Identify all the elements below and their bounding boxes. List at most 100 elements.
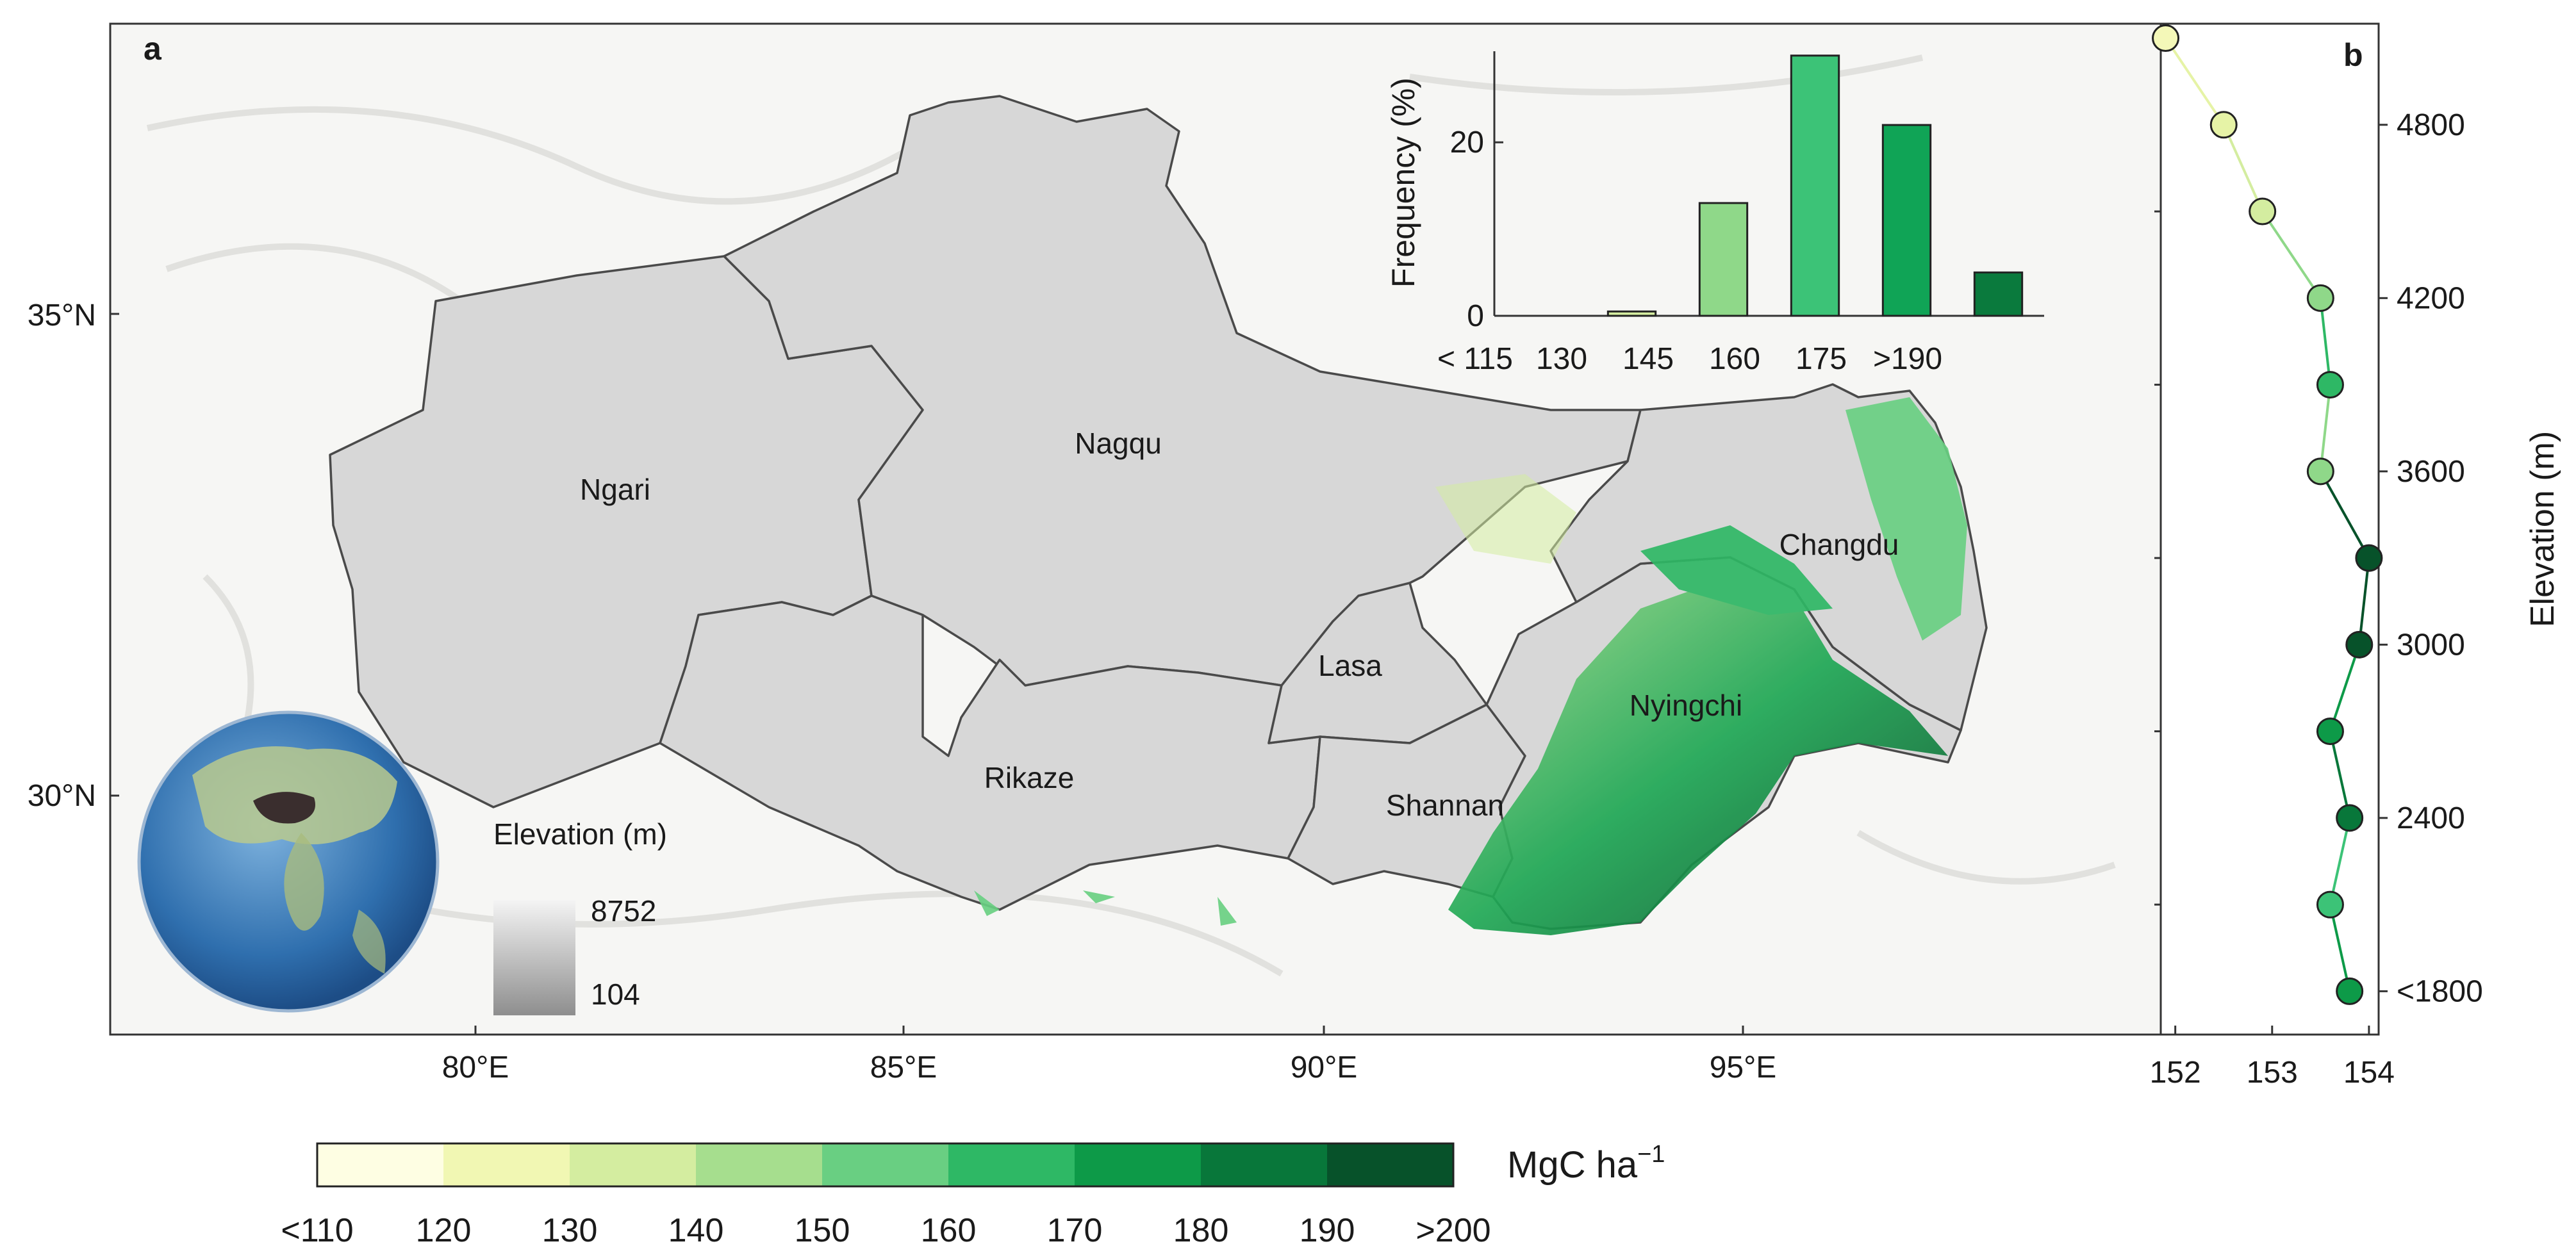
profile-point [2316,371,2344,399]
profile-y-tick-label: 3000 [2397,628,2465,662]
region-label-shannan: Shannan [1386,789,1504,822]
region-label-rikaze: Rikaze [984,761,1075,794]
profile-point [2209,111,2238,139]
panel-b-label: b [2343,37,2363,73]
panel-a-label: a [144,31,162,67]
profile-point [2316,717,2344,746]
profile-line-segment [2319,384,2332,472]
profile-y-tick-label: 4800 [2397,108,2465,142]
profile-frame [2159,22,2380,1036]
map-axis-ticks [110,313,1744,1035]
hist-bar [1790,54,1840,317]
lon-tick-label: 80°E [442,1051,509,1085]
colorbar-swatch [1075,1143,1201,1186]
colorbar-tick-label: 160 [921,1212,977,1249]
lat-tick-label: 30°N [28,779,96,813]
profile-point [2336,804,2364,832]
colorbar-swatch [696,1143,822,1186]
region-label-ngari: Ngari [580,473,650,506]
profile-line-segment [2164,37,2225,126]
profile-y-tick-label: 3600 [2397,455,2465,489]
hist-x-tick-label: < 115 [1437,342,1513,376]
hist-x-tick-label: 175 [1796,342,1847,376]
colorbar-tick-label: 120 [416,1212,472,1249]
colorbar-tick-label: <110 [281,1212,353,1249]
profile-line-segment [2261,210,2322,299]
profile-line-segment [2222,124,2264,212]
hist-bar [1698,202,1749,317]
profile-point [2152,24,2180,53]
profile-y-tick-label: 2400 [2397,801,2465,835]
region-label-nagqu: Nagqu [1075,427,1162,460]
hist-x-tick-label: >190 [1873,342,1942,376]
lon-tick-label: 85°E [870,1051,937,1085]
colorbar-outline [316,1142,1455,1188]
hist-bar [1606,310,1657,317]
colorbar-unit-exponent: −1 [1637,1141,1665,1168]
region-label-lasa: Lasa [1318,649,1382,682]
hist-x-tick-label: 160 [1709,342,1760,376]
region-rikaze[interactable] [659,594,1321,911]
colorbar-swatch [570,1143,696,1186]
map-panel: 35°N 30°N 80°E 85°E 90°E 95°E a Ngari Na… [28,22,2162,1085]
hist-x-tick-label: 145 [1622,342,1674,376]
lat-tick-label: 35°N [28,299,96,332]
profile-point [2306,284,2334,312]
profile-y-axis-title: Elevation (m) [2524,431,2561,627]
colorbar-swatch [443,1143,570,1186]
region-label-nyingchi: Nyingchi [1630,689,1742,722]
profile-point [2355,544,2383,572]
globe-inset [137,710,440,1013]
elevation-max-label: 8752 [591,894,656,928]
carbon-colorbar: <110 120 130 140 150 160 170 180 190 >200 [281,1142,1491,1249]
profile-line-segment [2329,731,2351,819]
profile-point [2249,197,2277,225]
frequency-histogram: 0 20 < 115 130 145 160 175 >190 Frequency (%) [1385,51,2044,376]
colorbar-swatch [1327,1143,1453,1186]
hist-y-tick-label: 20 [1450,126,1484,160]
elevation-gradient [493,900,575,1015]
profile-point [2336,977,2364,1005]
region-lasa[interactable] [1267,582,1488,744]
colorbar-tick-label: 140 [668,1212,724,1249]
hist-y-tick-label: 0 [1467,299,1484,333]
profile-x-tick-label: 154 [2343,1056,2395,1090]
hist-x-tick-label: 130 [1536,342,1587,376]
profile-line-segment [2329,817,2351,905]
colorbar-unit-base: MgC ha [1507,1144,1638,1186]
colorbar-tick-label: 170 [1047,1212,1103,1249]
region-label-changdu: Changdu [1779,528,1899,561]
profile-line-segment [2329,904,2351,992]
colorbar-swatch [822,1143,948,1186]
lon-tick-label: 95°E [1710,1051,1777,1085]
profile-line-segment [2357,557,2370,645]
profile-x-tick-label: 153 [2247,1056,2298,1090]
colorbar-swatch [317,1143,443,1186]
profile-line-segment [2329,644,2361,732]
forest-carbon-overlay [974,397,1967,935]
elevation-legend: Elevation (m) 8752 104 [493,817,667,1015]
profile-line-segment [2319,470,2370,559]
profile-y-tick-label: <1800 [2397,974,2483,1008]
colorbar-tick-label: 130 [542,1212,598,1249]
colorbar-tick-label: >200 [1416,1212,1490,1249]
hist-bar [1881,124,1932,317]
lon-tick-label: 90°E [1291,1051,1358,1085]
profile-x-tick-label: 152 [2150,1056,2201,1090]
colorbar-swatch [1201,1143,1327,1186]
elevation-legend-title: Elevation (m) [493,817,667,851]
profile-y-tick-label: 4200 [2397,281,2465,315]
hist-bar [1973,271,2024,317]
colorbar-tick-label: 150 [795,1212,850,1249]
profile-point [2316,890,2344,919]
colorbar-swatch [948,1143,1075,1186]
tibet-highlight [253,792,315,824]
profile-point [2306,457,2334,486]
elevation-min-label: 104 [591,978,640,1011]
colorbar-tick-label: 180 [1173,1212,1229,1249]
colorbar-tick-label: 190 [1300,1212,1355,1249]
colorbar-unit: MgC ha−1 [1507,1141,1665,1186]
profile-line-segment [2319,298,2332,385]
hist-y-axis-title: Frequency (%) [1385,78,1421,288]
